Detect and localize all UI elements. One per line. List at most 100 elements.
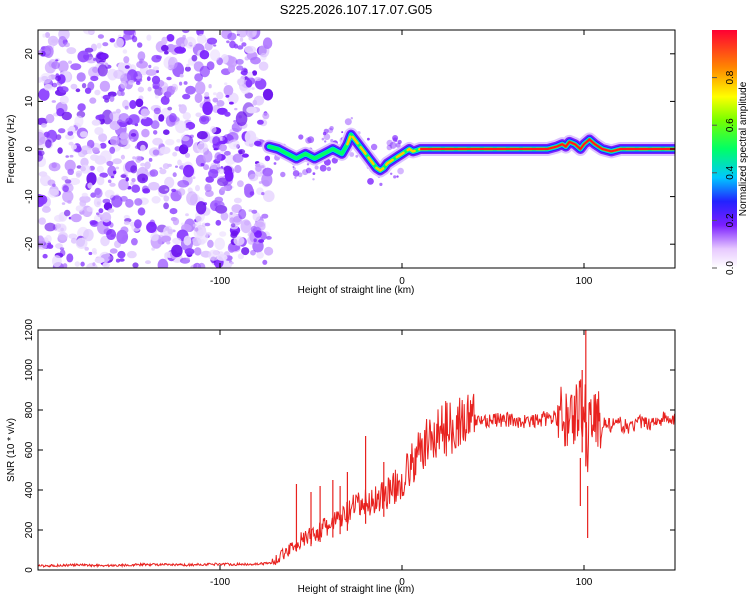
noise-speckle: [230, 261, 234, 265]
noise-speckle: [185, 85, 196, 95]
noise-speckle: [134, 145, 141, 150]
noise-speckle: [220, 186, 227, 191]
ridge-halo: [370, 143, 378, 151]
noise-speckle: [86, 206, 94, 212]
noise-speckle: [109, 248, 118, 254]
noise-speckle: [74, 115, 84, 128]
noise-speckle: [92, 262, 96, 267]
noise-speckle: [262, 112, 270, 120]
noise-speckle: [87, 81, 95, 91]
noise-speckle: [67, 168, 74, 175]
noise-speckle: [41, 206, 51, 213]
noise-speckle: [152, 66, 160, 71]
noise-speckle: [178, 104, 187, 114]
noise-speckle: [38, 77, 42, 83]
noise-speckle: [206, 37, 218, 45]
noise-speckle: [96, 42, 102, 49]
noise-speckle: [141, 128, 150, 138]
noise-speckle: [192, 223, 197, 227]
ridge-halo: [379, 182, 383, 186]
noise-speckle: [238, 209, 247, 220]
noise-speckle: [246, 106, 257, 114]
ridge-halo: [326, 166, 332, 172]
noise-speckle: [70, 237, 78, 244]
noise-speckle: [264, 246, 274, 256]
noise-speckle: [122, 49, 128, 54]
ridge-halo: [321, 137, 325, 141]
noise-speckle: [218, 168, 225, 174]
noise-speckle: [250, 56, 261, 65]
noise-speckle: [208, 84, 212, 89]
spectrogram-ytick-label: 20: [24, 48, 35, 60]
ridge-core-red: [420, 138, 675, 153]
noise-speckle: [137, 173, 149, 184]
noise-speckle: [202, 101, 213, 116]
noise-speckle: [123, 30, 135, 36]
noise-speckle: [234, 107, 238, 111]
noise-speckle: [252, 211, 261, 222]
noise-speckle: [236, 78, 245, 85]
noise-speckle: [216, 91, 224, 100]
noise-speckle: [146, 221, 157, 233]
noise-speckle: [177, 188, 186, 196]
noise-speckle: [249, 191, 255, 196]
noise-speckle: [140, 117, 153, 127]
ridge-halo: [395, 139, 398, 143]
noise-speckle: [59, 95, 69, 105]
ridge-halo: [312, 178, 315, 181]
ridge-halo: [349, 152, 355, 157]
noise-speckle: [131, 178, 136, 183]
noise-speckle: [235, 58, 244, 65]
noise-speckle: [195, 215, 202, 222]
noise-speckle: [192, 176, 196, 180]
noise-speckle: [172, 86, 177, 91]
noise-speckle: [261, 192, 265, 196]
noise-speckle: [251, 209, 258, 214]
noise-speckle: [237, 45, 244, 50]
noise-speckle: [123, 56, 130, 64]
snr-axes-frame: [37, 329, 676, 571]
noise-speckle: [253, 238, 257, 243]
colorbar: 0.0 0.2 0.4 0.6 0.8 Normalized spectral ampl…: [712, 30, 749, 275]
noise-speckle: [146, 76, 151, 82]
ridge-halo: [307, 136, 315, 144]
noise-speckle: [109, 111, 121, 121]
noise-speckle: [129, 100, 137, 109]
noise-speckle: [236, 65, 244, 71]
noise-speckle: [162, 163, 170, 170]
noise-speckle: [92, 251, 98, 255]
noise-speckle: [43, 45, 54, 58]
noise-speckle: [79, 199, 87, 207]
snr-xtick-label: -100: [210, 577, 230, 588]
spectrogram-xtick-label: 0: [399, 276, 405, 287]
noise-speckle: [237, 253, 244, 260]
noise-speckle: [132, 35, 138, 43]
noise-speckle: [152, 85, 160, 90]
noise-speckle: [212, 97, 219, 103]
noise-speckle: [165, 226, 170, 231]
noise-speckle: [172, 172, 177, 178]
noise-speckle: [145, 69, 157, 76]
noise-speckle: [68, 60, 72, 64]
noise-speckle: [167, 106, 173, 111]
noise-speckle: [63, 209, 71, 217]
noise-speckle: [130, 181, 135, 186]
noise-speckle: [132, 156, 137, 160]
noise-speckle: [195, 112, 202, 118]
noise-speckle: [214, 202, 218, 207]
noise-speckle: [180, 43, 185, 48]
noise-speckle: [96, 165, 104, 173]
noise-speckle: [241, 42, 247, 47]
noise-speckle: [182, 93, 191, 100]
noise-speckle: [137, 51, 146, 61]
noise-speckle: [120, 154, 125, 160]
noise-speckle: [217, 177, 229, 187]
noise-speckle: [135, 76, 141, 80]
ridge-halo: [367, 137, 370, 141]
spectrogram-ytick-label: -10: [24, 189, 35, 204]
noise-speckle: [90, 75, 99, 82]
noise-speckle: [135, 155, 142, 163]
noise-speckle: [234, 164, 242, 174]
noise-speckle: [92, 66, 100, 73]
noise-speckle: [254, 76, 262, 82]
